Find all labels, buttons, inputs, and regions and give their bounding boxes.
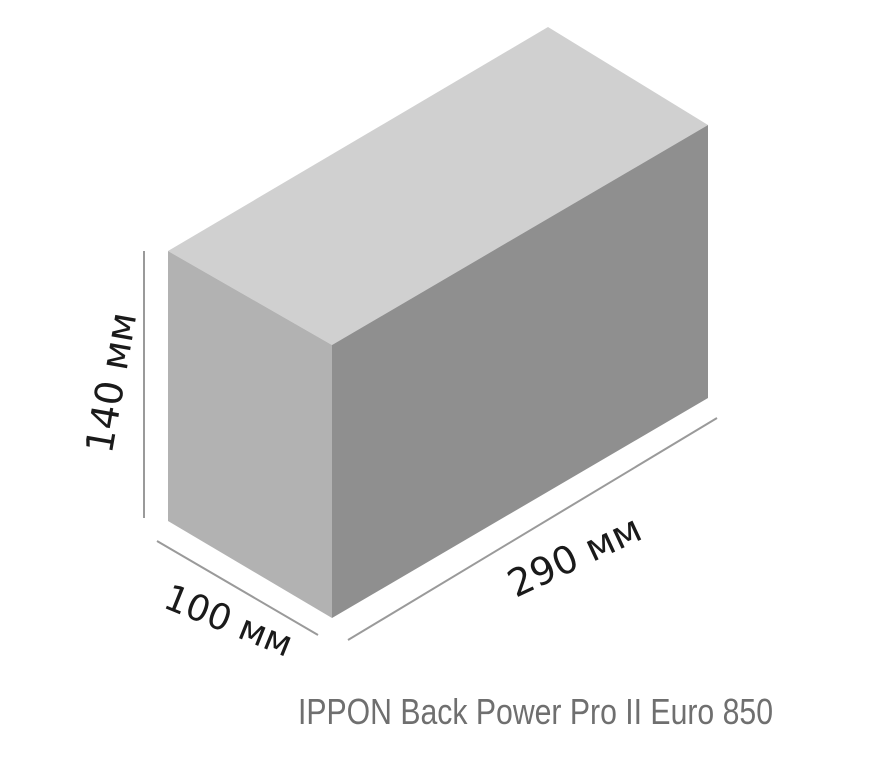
dimension-lines [143, 251, 718, 641]
box-right-face [332, 125, 708, 618]
product-caption: IPPON Back Power Pro II Euro 850 [298, 691, 773, 732]
box-top-face [168, 27, 708, 345]
box-left-face [168, 251, 332, 618]
width-label: 290 мм [501, 506, 648, 606]
depth-label: 100 мм [158, 577, 298, 665]
height-label: 140 мм [77, 309, 145, 456]
width-dimension-line [347, 417, 718, 641]
box [168, 27, 708, 618]
depth-dimension-line [156, 540, 319, 636]
